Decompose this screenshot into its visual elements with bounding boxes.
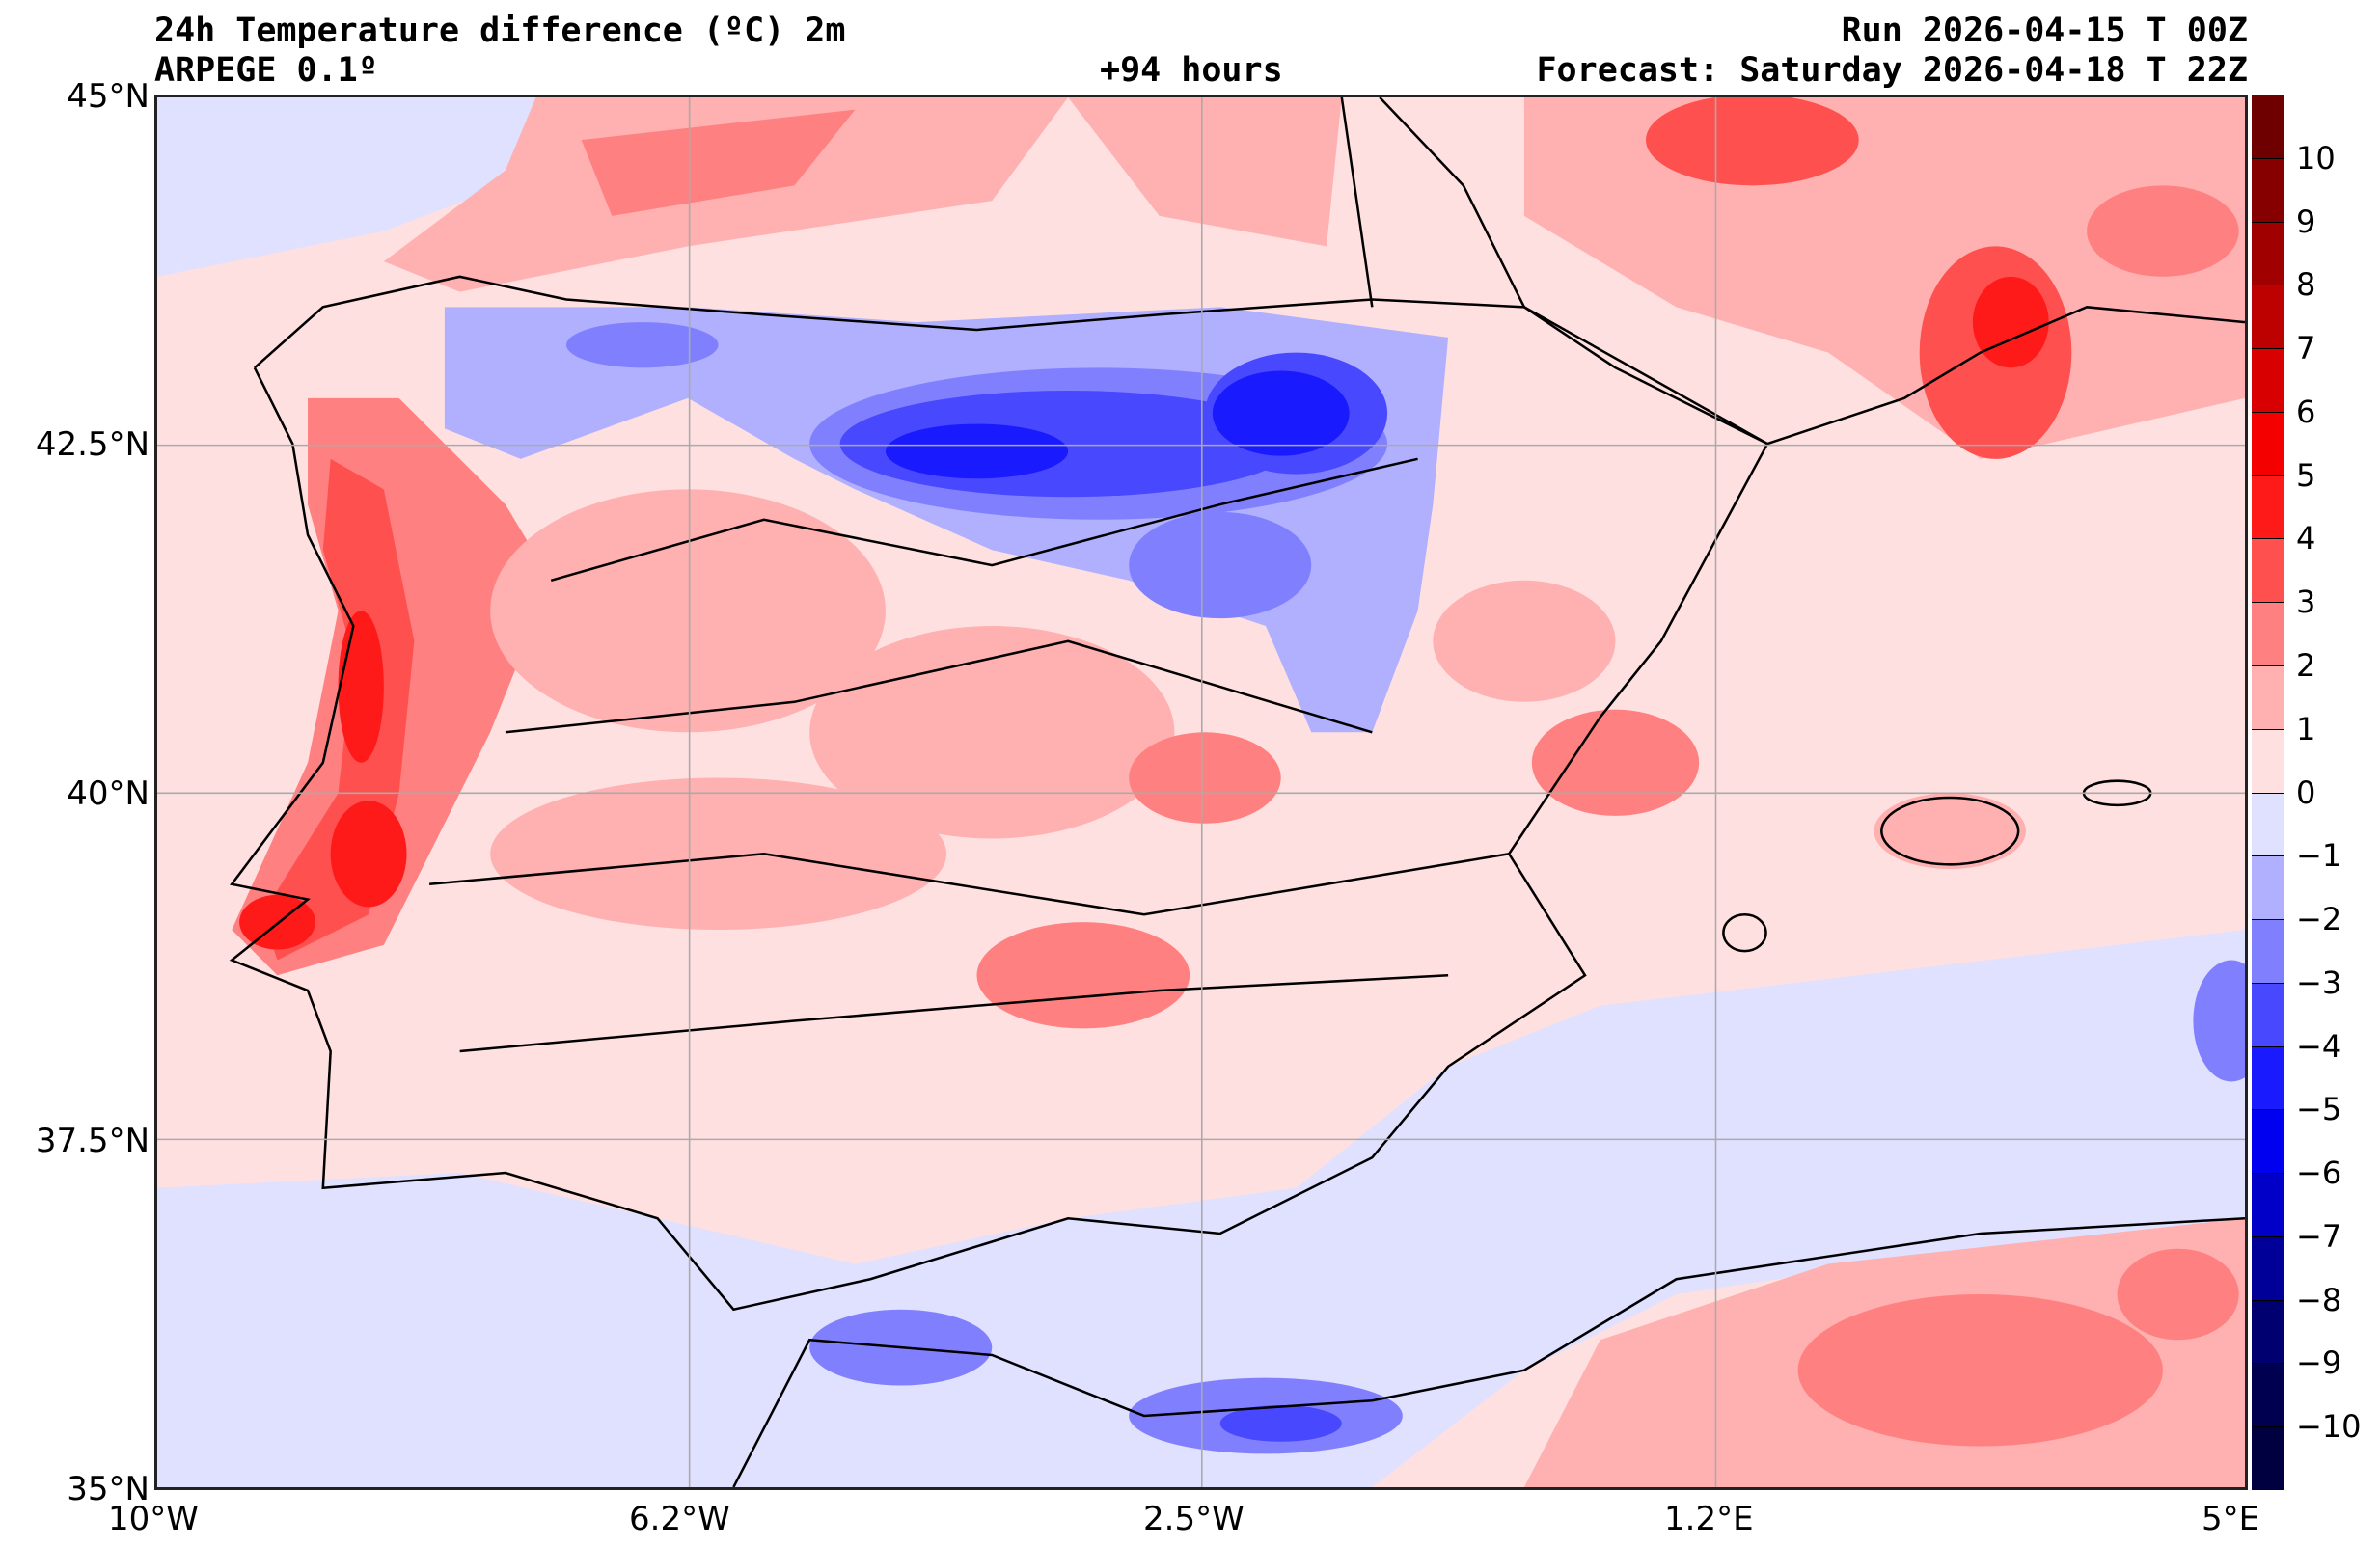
lat-label: 35°N xyxy=(67,1470,150,1508)
colorbar-tick-label: 9 xyxy=(2296,203,2316,240)
lat-label: 42.5°N xyxy=(35,425,150,464)
colorbar-tick-label: 2 xyxy=(2296,646,2316,684)
lon-label: 6.2°W xyxy=(629,1500,730,1538)
colorbar-segment xyxy=(2252,1363,2284,1427)
colorbar-segment xyxy=(2252,1299,2284,1364)
gridlines xyxy=(157,97,2245,1487)
colorbar xyxy=(2252,95,2284,1491)
lat-label: 45°N xyxy=(67,77,150,116)
colorbar-segment xyxy=(2252,792,2284,856)
run-label: Run 2026-04-15 T 00Z xyxy=(1841,12,2248,50)
forecast-label: Forecast: Saturday 2026-04-18 T 22Z xyxy=(1536,51,2248,90)
colorbar-tick-label: 6 xyxy=(2296,393,2316,430)
colorbar-segment xyxy=(2252,475,2284,539)
colorbar-tick-label: 3 xyxy=(2296,584,2316,621)
lon-label: 2.5°W xyxy=(1143,1500,1245,1538)
colorbar-tick-label: 8 xyxy=(2296,266,2316,304)
colorbar-segment xyxy=(2252,221,2284,285)
colorbar-segment xyxy=(2252,728,2284,793)
lat-label: 40°N xyxy=(67,774,150,813)
colorbar-segment xyxy=(2252,919,2284,984)
colorbar-tick-label: −6 xyxy=(2296,1154,2342,1192)
lat-label: 37.5°N xyxy=(35,1122,150,1160)
colorbar-segment xyxy=(2252,1045,2284,1110)
coastlines xyxy=(229,96,2246,1488)
lead-time: +94 hours xyxy=(1100,51,1283,90)
colorbar-tick-label: 4 xyxy=(2296,520,2316,557)
lon-label: 5°E xyxy=(2202,1500,2260,1538)
temperature-map xyxy=(154,94,2270,1490)
colorbar-segment xyxy=(2252,95,2284,159)
colorbar-segment xyxy=(2252,1173,2284,1237)
colorbar-tick-label: −1 xyxy=(2296,837,2342,875)
colorbar-tick-label: −5 xyxy=(2296,1091,2342,1128)
colorbar-tick-label: −8 xyxy=(2296,1281,2342,1318)
colorbar-segment xyxy=(2252,411,2284,476)
colorbar-tick-label: 1 xyxy=(2296,710,2316,747)
chart-title: 24h Temperature difference (ºC) 2m xyxy=(154,12,846,50)
colorbar-tick-label: −10 xyxy=(2296,1408,2362,1446)
colorbar-segment xyxy=(2252,1109,2284,1174)
colorbar-tick-label: 0 xyxy=(2296,774,2316,811)
colorbar-segment xyxy=(2252,602,2284,666)
colorbar-tick-label: 7 xyxy=(2296,330,2316,367)
lon-label: 1.2°E xyxy=(1664,1500,1754,1538)
colorbar-segment xyxy=(2252,348,2284,413)
colorbar-tick-label: −7 xyxy=(2296,1217,2342,1255)
colorbar-tick-label: 5 xyxy=(2296,456,2316,494)
colorbar-segment xyxy=(2252,665,2284,730)
colorbar-segment xyxy=(2252,855,2284,920)
model-label: ARPEGE 0.1º xyxy=(154,51,378,90)
colorbar-tick-label: −9 xyxy=(2296,1344,2342,1382)
colorbar-tick-label: 10 xyxy=(2296,139,2336,176)
lon-label: 10°W xyxy=(108,1500,199,1538)
colorbar-segment xyxy=(2252,285,2284,349)
colorbar-segment xyxy=(2252,538,2284,603)
colorbar-segment xyxy=(2252,1426,2284,1491)
colorbar-tick-label: −4 xyxy=(2296,1027,2342,1065)
colorbar-tick-label: −3 xyxy=(2296,963,2342,1001)
colorbar-segment xyxy=(2252,157,2284,223)
colorbar-segment xyxy=(2252,982,2284,1047)
cool-area-biscay xyxy=(157,97,536,277)
colorbar-segment xyxy=(2252,1235,2284,1301)
colorbar-tick-label: −2 xyxy=(2296,901,2342,938)
